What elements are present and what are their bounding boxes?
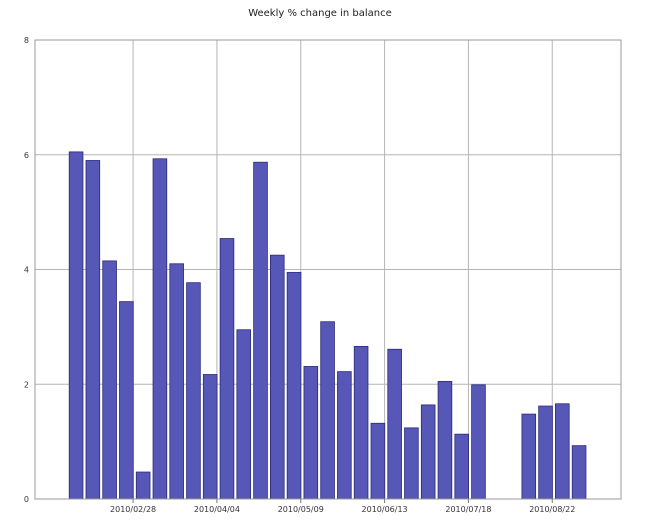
bar: [152, 158, 168, 500]
bar: [571, 445, 587, 500]
bar: [119, 301, 134, 500]
bar: [68, 151, 84, 500]
bar: [219, 238, 235, 500]
bar: [538, 405, 553, 500]
bar: [353, 345, 369, 500]
bar: [236, 329, 252, 500]
y-axis-ticks: 0 2 4 6 8: [24, 36, 29, 504]
bar: [521, 413, 537, 500]
x-tick-label: 2010/05/09: [278, 505, 324, 514]
bar: [337, 371, 352, 500]
bar: [270, 254, 285, 500]
bar: [471, 384, 486, 500]
x-tick-label: 2010/07/18: [445, 505, 491, 514]
bar: [320, 321, 335, 500]
bar: [370, 422, 386, 500]
y-tick-label: 4: [24, 266, 29, 275]
bar: [102, 260, 117, 500]
bar: [186, 282, 201, 500]
bar: [303, 366, 319, 500]
bar: [253, 161, 268, 500]
bar: [404, 427, 419, 500]
x-tick-label: 2010/06/13: [362, 505, 408, 514]
chart-title: Weekly % change in balance: [248, 8, 392, 19]
bar: [387, 348, 402, 500]
x-tick-label: 2010/04/04: [194, 505, 240, 514]
bar: [135, 471, 151, 500]
bar: [85, 160, 101, 500]
bar: [420, 404, 436, 500]
bar: [555, 403, 570, 500]
bar: [454, 433, 469, 500]
y-tick-label: 6: [24, 151, 29, 160]
bar: [202, 374, 218, 500]
y-tick-label: 0: [24, 495, 29, 504]
bar: [169, 263, 184, 500]
x-axis-ticks: 2010/02/28 2010/04/04 2010/05/09 2010/06/13…: [110, 499, 575, 514]
bar: [437, 380, 453, 500]
x-tick-label: 2010/08/22: [529, 505, 575, 514]
plot-frame: [34, 39, 622, 500]
x-tick-label: 2010/02/28: [110, 505, 156, 514]
bar: [286, 271, 302, 500]
bars: [68, 151, 587, 500]
y-tick-label: 8: [24, 36, 29, 45]
y-tick-label: 2: [24, 380, 29, 389]
